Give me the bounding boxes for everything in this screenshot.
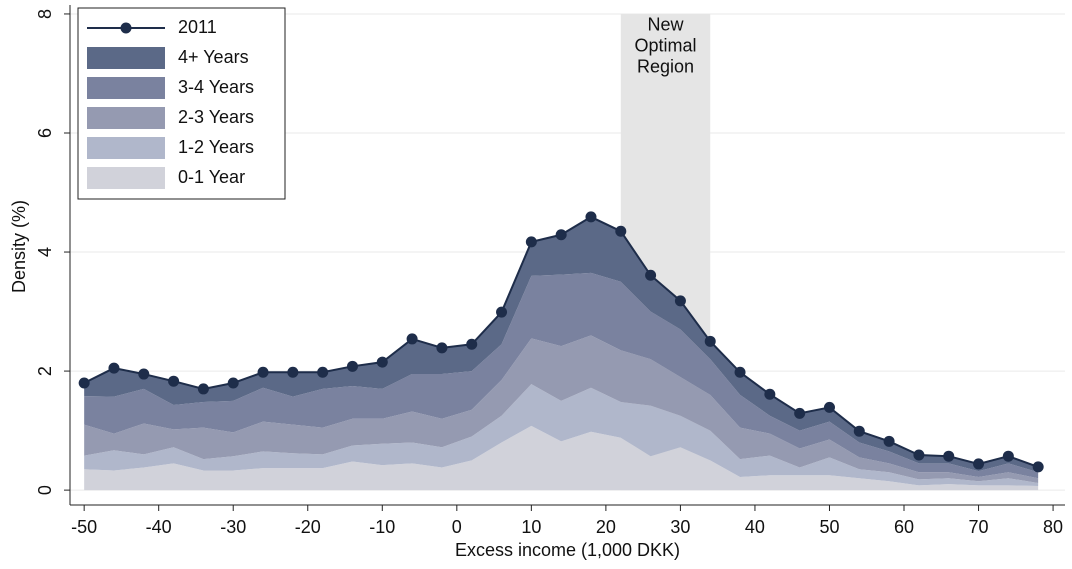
x-axis-title: Excess income (1,000 DKK) [455,540,680,560]
y-axis-title: Density (%) [9,200,29,293]
point [227,377,239,389]
point [1032,461,1044,473]
point [466,338,478,350]
annotation-text: New [648,15,685,35]
annotation-text: Region [637,57,694,77]
x-tick-label: -30 [220,517,246,537]
x-tick-label: -10 [369,517,395,537]
point [645,269,657,281]
legend-label: 0-1 Year [178,167,245,187]
point [496,306,508,318]
legend-label: 1-2 Years [178,137,254,157]
area [84,216,1039,473]
area [84,272,1039,479]
point [78,377,90,389]
x-tick-label: 20 [596,517,616,537]
legend-swatch [87,137,165,159]
point [287,366,299,378]
legend-label: 2011 [178,17,217,37]
x-tick-label: -20 [295,517,321,537]
point [317,366,329,378]
point [138,368,150,380]
legend-swatch [87,77,165,99]
x-tick-label: 50 [819,517,839,537]
point [525,236,537,248]
point [406,333,418,345]
x-tick-label: 40 [745,517,765,537]
point [764,388,776,400]
point [734,366,746,378]
point [883,435,895,447]
y-tick-label: 0 [35,485,55,495]
legend-label: 2-3 Years [178,107,254,127]
legend-label: 4+ Years [178,47,249,67]
y-tick-label: 4 [35,247,55,257]
area [84,335,1039,483]
x-tick-label: 60 [894,517,914,537]
point [674,295,686,307]
point [973,458,985,470]
legend-label: 3-4 Years [178,77,254,97]
y-tick-label: 2 [35,366,55,376]
point [853,425,865,437]
point [108,362,120,374]
x-tick-label: 10 [521,517,541,537]
point [197,383,209,395]
point [436,342,448,354]
y-tick-label: 6 [35,128,55,138]
legend-swatch [87,107,165,129]
x-tick-label: -50 [71,517,97,537]
x-tick-label: 30 [670,517,690,537]
point [823,401,835,413]
point [1002,450,1014,462]
annotation-text: Optimal [635,36,697,56]
x-tick-label: 70 [969,517,989,537]
x-tick-label: 80 [1043,517,1063,537]
point [943,450,955,462]
legend-marker [120,22,132,34]
point [585,211,597,223]
x-tick-label: -40 [146,517,172,537]
point [913,449,925,461]
point [376,356,388,368]
point [257,366,269,378]
area [84,384,1039,486]
point [168,375,180,387]
legend-swatch [87,47,165,69]
point [794,407,806,419]
point [704,335,716,347]
point [615,225,627,237]
legend-swatch [87,167,165,189]
point [555,229,567,241]
area [84,425,1039,491]
y-tick-label: 8 [35,9,55,19]
x-tick-label: 0 [452,517,462,537]
point [346,360,358,372]
